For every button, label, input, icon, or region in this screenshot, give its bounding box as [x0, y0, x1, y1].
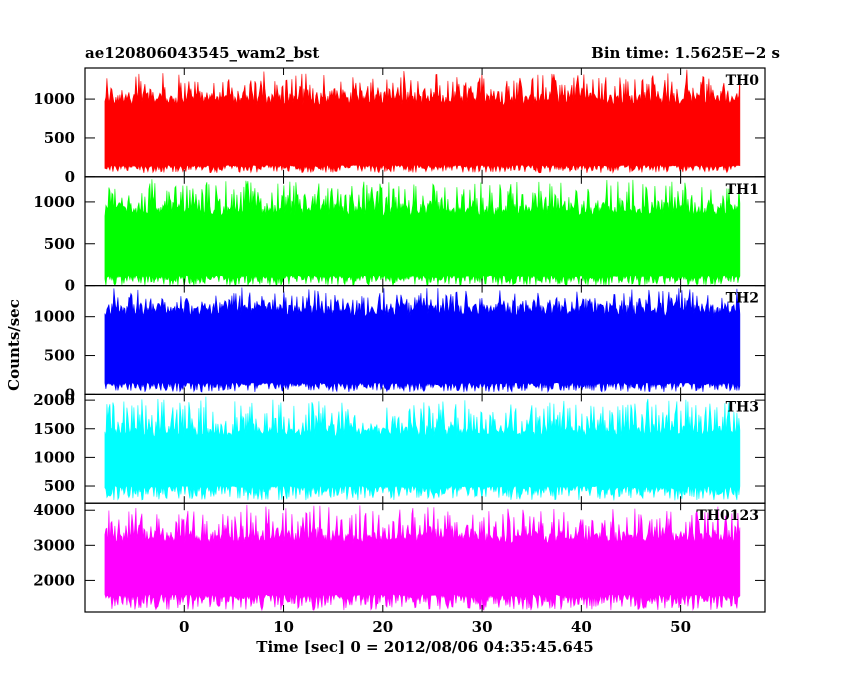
y-tick-label-th0123: 4000: [33, 501, 75, 519]
y-tick-label-th3: 1500: [33, 420, 75, 438]
y-tick-label-th1: 1000: [33, 193, 75, 211]
y-tick-label-th3: 1000: [33, 448, 75, 466]
y-tick-label-th0: 1000: [33, 90, 75, 108]
series-th0123: [104, 504, 741, 612]
panel-label-th3: TH3: [726, 399, 759, 415]
y-axis-label: Counts/sec: [5, 299, 23, 391]
panel-label-th1: TH1: [726, 182, 759, 198]
y-tick-label-th0123: 3000: [33, 536, 75, 554]
y-tick-label-th0: 500: [44, 129, 75, 147]
x-tick-label: 30: [472, 618, 493, 636]
panel-label-th0123: TH0123: [696, 508, 759, 524]
panel-label-th0: TH0: [726, 73, 760, 89]
series-th3: [104, 396, 741, 501]
y-tick-label-th3: 500: [44, 477, 75, 495]
x-tick-label: 20: [372, 618, 393, 636]
series-th1: [104, 179, 741, 287]
panel-frame-th0123: [84, 502, 766, 613]
y-tick-label-th1: 0: [65, 277, 75, 295]
x-tick-label: 50: [670, 618, 691, 636]
y-tick-label-th2: 0: [65, 385, 75, 403]
y-tick-label-th1: 500: [44, 235, 75, 253]
y-tick-label-th0123: 2000: [33, 571, 75, 589]
x-axis-label: Time [sec] 0 = 2012/08/06 04:35:45.645: [256, 638, 594, 656]
y-tick-label-th2: 1000: [33, 308, 75, 326]
panel-label-th2: TH2: [726, 291, 759, 307]
bin-time-label: Bin time: 1.5625E−2 s: [591, 44, 780, 62]
y-tick-label-th3: 2000: [33, 391, 75, 409]
x-tick-label: 40: [571, 618, 592, 636]
chart-title: ae120806043545_wam2_bst: [85, 44, 320, 62]
x-tick-label: 10: [273, 618, 294, 636]
series-th0: [104, 69, 741, 174]
series-th2: [104, 287, 741, 394]
y-tick-label-th2: 500: [44, 347, 75, 365]
y-tick-label-th0: 0: [65, 168, 75, 186]
x-tick-label: 0: [179, 618, 189, 636]
